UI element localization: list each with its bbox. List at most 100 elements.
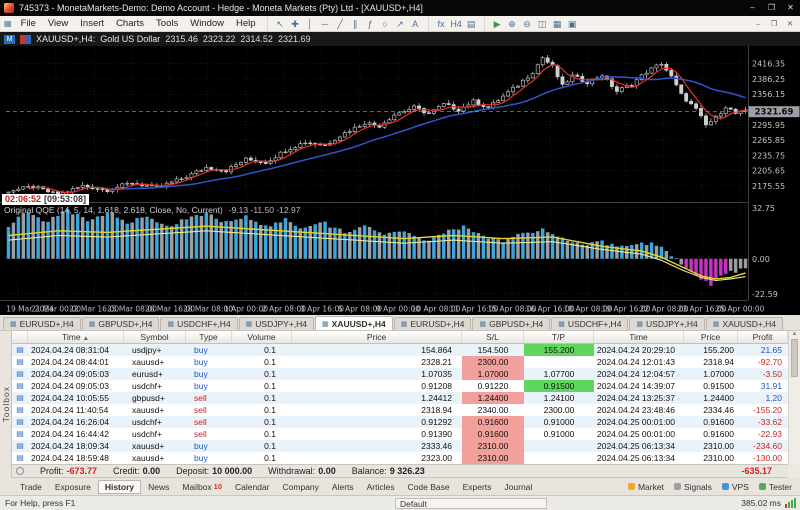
chart-tab-label: USDCHF+,H4 [568, 319, 622, 329]
minimize-button[interactable]: – [743, 0, 762, 16]
service-tester[interactable]: Tester [759, 482, 792, 492]
text-icon[interactable]: A [408, 17, 423, 31]
toolbox-tab-code-base[interactable]: Code Base [402, 481, 456, 493]
chart-icon: ▦ [401, 320, 408, 328]
history-row[interactable]: ▤2024.04.24 08:44:01xauusd+buy0.12328.21… [12, 356, 788, 368]
history-row[interactable]: ▤2024.04.24 18:09:34xauusd+buy0.12333.46… [12, 440, 788, 452]
toolbox-tab-experts[interactable]: Experts [457, 481, 498, 493]
deal-take-profit: 2300.00 [524, 404, 594, 416]
chart-tab-usdchf-h4[interactable]: ▦USDCHF+,H4 [551, 317, 628, 330]
menu-insert[interactable]: Insert [74, 17, 110, 30]
tile-windows-icon[interactable]: ◫ [535, 17, 550, 31]
history-table-header: Time▲SymbolTypeVolumePriceS/LT/PTimePric… [12, 331, 788, 344]
zoom-out-icon[interactable]: ⊖ [520, 17, 535, 31]
chart-type-icon [20, 35, 31, 44]
ellipse-icon[interactable]: ○ [378, 17, 393, 31]
chart-tab-eurusd-h4[interactable]: ▦EURUSD+,H4 [394, 317, 472, 330]
deal-open-time: 2024.04.24 08:44:01 [28, 356, 124, 368]
deal-close-price: 1.24400 [684, 392, 738, 404]
toolbox-tab-history[interactable]: History [98, 480, 141, 494]
column-header-t-p-6[interactable]: T/P [524, 331, 594, 343]
fibonacci-icon[interactable]: ƒ [363, 17, 378, 31]
zoom-in-icon[interactable]: ⊕ [505, 17, 520, 31]
history-row[interactable]: ▤2024.04.24 09:05:03usdchf+buy0.10.91208… [12, 380, 788, 392]
history-row[interactable]: ▤2024.04.24 09:05:03eurusd+buy0.11.07035… [12, 368, 788, 380]
chart-area[interactable]: 2416.352386.252356.152326.052295.952265.… [0, 46, 800, 315]
chart-tab-usdjpy-h4[interactable]: ▦USDJPY+,H4 [239, 317, 314, 330]
history-row[interactable]: ▤2024.04.24 10:05:55gbpusd+sell0.11.2441… [12, 392, 788, 404]
arrow-icon[interactable]: ↗ [393, 17, 408, 31]
toolbox-tab-articles[interactable]: Articles [361, 481, 401, 493]
menu-file[interactable]: File [15, 17, 42, 30]
signal-bar [785, 504, 787, 508]
channel-icon[interactable]: ∥ [348, 17, 363, 31]
timeframes-icon[interactable]: H4 [449, 17, 464, 31]
chart-tab-xauusd-h4[interactable]: ▦XAUUSD+,H4 [315, 316, 393, 330]
column-header-type-2[interactable]: Type [186, 331, 232, 343]
window-controls: –❐✕ [743, 0, 800, 16]
history-row[interactable]: ▤2024.04.24 16:26:04usdchf+sell0.10.9129… [12, 416, 788, 428]
history-row[interactable]: ▤2024.04.24 11:40:54xauusd+sell0.12318.9… [12, 404, 788, 416]
column-header-price-8[interactable]: Price [684, 331, 738, 343]
column-header-s-l-5[interactable]: S/L [462, 331, 524, 343]
service-signals[interactable]: Signals [674, 482, 712, 492]
chart-tab-gbpusd-h4[interactable]: ▦GBPUSD+,H4 [82, 317, 160, 330]
toolbox-vertical-tab[interactable]: Toolbox [0, 331, 12, 478]
table-scrollbar[interactable]: ▲ [788, 331, 800, 464]
vps-icon [722, 483, 729, 490]
history-row[interactable]: ▤2024.04.24 16:44:42usdchf+sell0.10.9139… [12, 428, 788, 440]
countdown-session: [09:53:08] [44, 194, 86, 204]
column-header-time-0[interactable]: Time▲ [28, 331, 124, 343]
algo-trading-icon[interactable]: ▶ [490, 17, 505, 31]
chart-restore-button[interactable]: ❐ [766, 17, 782, 31]
templates-icon[interactable]: ▤ [464, 17, 479, 31]
cursor-icon[interactable]: ↖ [273, 17, 288, 31]
service-vps[interactable]: VPS [722, 482, 749, 492]
menu-charts[interactable]: Charts [110, 17, 150, 30]
column-header-symbol-1[interactable]: Symbol [124, 331, 186, 343]
column-header-volume-3[interactable]: Volume [232, 331, 292, 343]
chart-tab-usdjpy-h4[interactable]: ▦USDJPY+,H4 [629, 317, 704, 330]
history-row[interactable]: ▤2024.04.24 08:31:04usdjpy+buy0.1154.864… [12, 344, 788, 356]
signals-icon [674, 483, 681, 490]
chart-tab-eurusd-h4[interactable]: ▦EURUSD+,H4 [3, 317, 81, 330]
toolbox-tab-calendar[interactable]: Calendar [229, 481, 276, 493]
chart-tab-gbpusd-h4[interactable]: ▦GBPUSD+,H4 [472, 317, 550, 330]
close-button[interactable]: ✕ [781, 0, 800, 16]
profile-selector[interactable]: Default [395, 498, 547, 509]
price-chart[interactable]: 2416.352386.252356.152326.052295.952265.… [0, 46, 800, 315]
indicators-icon[interactable]: fx [434, 17, 449, 31]
deal-open-price: 2328.21 [292, 356, 462, 368]
menu-help[interactable]: Help [230, 17, 262, 30]
toolbox-tab-mailbox[interactable]: Mailbox10 [176, 481, 228, 493]
deal-close-price: 0.91500 [684, 380, 738, 392]
toolbox-tab-exposure[interactable]: Exposure [49, 481, 97, 493]
service-market[interactable]: Market [628, 482, 664, 492]
toolbox-tab-news[interactable]: News [142, 481, 175, 493]
chart-close-button[interactable]: ✕ [782, 17, 798, 31]
trendline-icon[interactable]: ╱ [333, 17, 348, 31]
column-header-price-4[interactable]: Price [292, 331, 462, 343]
scrollbar-thumb[interactable] [791, 339, 798, 377]
menu-window[interactable]: Window [184, 17, 230, 30]
history-row[interactable]: ▤2024.04.24 18:59:48xauusd+buy0.12323.00… [12, 452, 788, 464]
data-window-icon[interactable]: ▣ [565, 17, 580, 31]
toolbox-tab-company[interactable]: Company [277, 481, 325, 493]
chart-tab-xauusd-h4[interactable]: ▦XAUUSD+,H4 [706, 317, 783, 330]
menu-view[interactable]: View [42, 17, 74, 30]
deal-icon: ▤ [12, 356, 28, 368]
toolbox-tab-trade[interactable]: Trade [14, 481, 48, 493]
toolbox-tab-alerts[interactable]: Alerts [326, 481, 360, 493]
column-header-profit-9[interactable]: Profit [738, 331, 788, 343]
crosshair-icon[interactable]: ✚ [288, 17, 303, 31]
new-chart-icon[interactable]: ▦ [550, 17, 565, 31]
toolbox-tab-journal[interactable]: Journal [498, 481, 538, 493]
menu-tools[interactable]: Tools [150, 17, 184, 30]
horizontal-line-icon[interactable]: ─ [318, 17, 333, 31]
deal-icon: ▤ [12, 404, 28, 416]
column-header-time-7[interactable]: Time [594, 331, 684, 343]
vertical-line-icon[interactable]: │ [303, 17, 318, 31]
chart-tab-usdchf-h4[interactable]: ▦USDCHF+,H4 [160, 317, 237, 330]
chart-minimize-button[interactable]: – [750, 17, 766, 31]
maximize-button[interactable]: ❐ [762, 0, 781, 16]
